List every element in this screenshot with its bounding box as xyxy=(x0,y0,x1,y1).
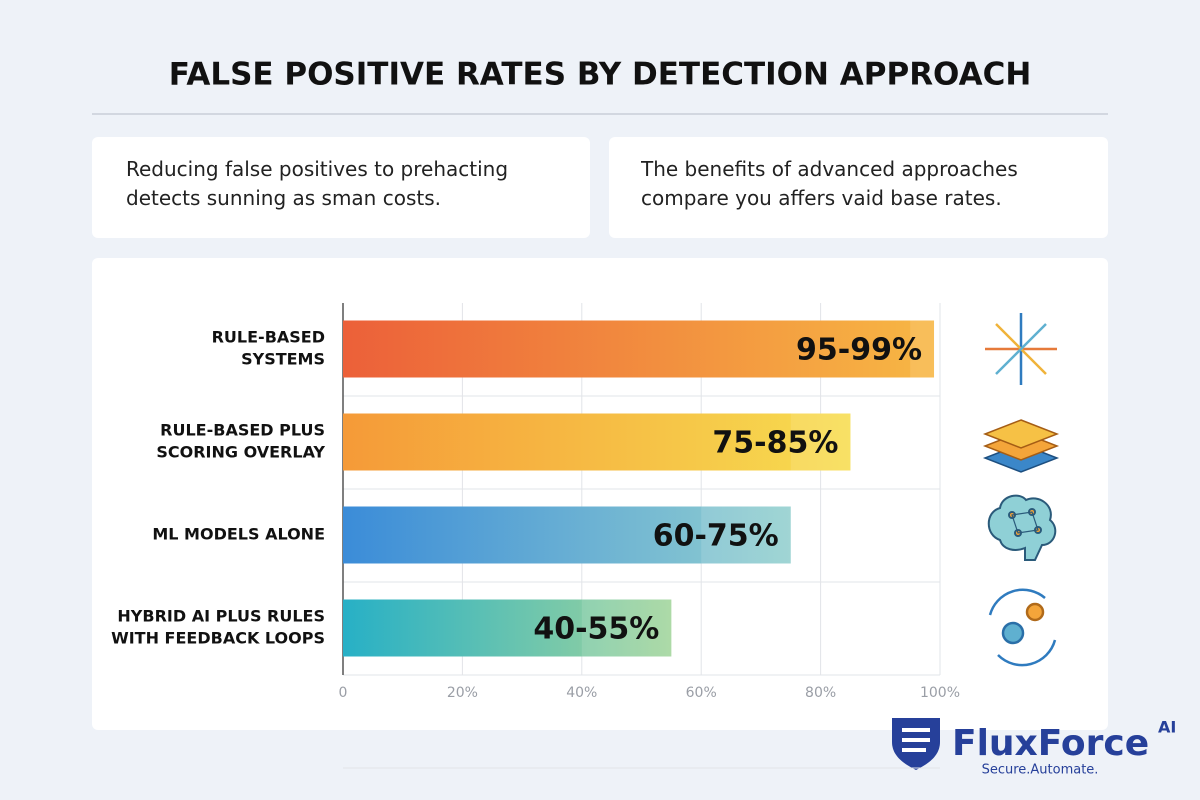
range-band xyxy=(790,413,851,471)
x-tick-label: 0 xyxy=(339,685,348,701)
icon-burst xyxy=(985,313,1057,385)
x-tick-label: 100% xyxy=(920,685,960,701)
title: FALSE POSITIVE RATES BY DETECTION APPROA… xyxy=(169,57,1032,93)
value-label: 95-99% xyxy=(796,333,922,368)
value-label: 40-55% xyxy=(533,612,659,647)
logo-tagline: Secure.Automate. xyxy=(982,763,1099,778)
logo: FluxForce AI Secure.Automate. xyxy=(892,718,1176,778)
bar xyxy=(343,599,672,657)
category-label: HYBRID AI PLUS RULES xyxy=(117,607,325,626)
value-label: 60-75% xyxy=(653,519,779,554)
card xyxy=(92,137,590,238)
card-text: The benefits of advanced approaches comp… xyxy=(641,157,1018,210)
bar xyxy=(343,320,935,378)
range-band xyxy=(581,599,672,657)
x-tick-label: 40% xyxy=(566,685,597,701)
bar xyxy=(343,413,851,471)
card-text-box: The benefits of advanced approaches comp… xyxy=(641,157,1018,210)
card xyxy=(609,137,1108,238)
card-text-box: Reducing false positives to prehacting d… xyxy=(126,157,509,210)
category-label: RULE-BASED xyxy=(212,328,325,347)
category-label: ML MODELS ALONE xyxy=(152,525,325,544)
card-text: Reducing false positives to prehacting d… xyxy=(126,157,509,210)
category-label: WITH FEEDBACK LOOPS xyxy=(111,629,325,648)
x-tick-label: 60% xyxy=(686,685,717,701)
icon-layers xyxy=(982,419,1060,473)
x-tick-label: 80% xyxy=(805,685,836,701)
logo-superscript: AI xyxy=(1158,718,1176,737)
icon-brain xyxy=(987,494,1057,561)
x-tick-label: 20% xyxy=(447,685,478,701)
bar xyxy=(343,506,791,564)
category-label: SCORING OVERLAY xyxy=(156,443,325,462)
category-label: SYSTEMS xyxy=(241,350,325,369)
logo-name: FluxForce xyxy=(952,723,1149,764)
range-band xyxy=(910,320,935,378)
category-label: RULE-BASED PLUS xyxy=(160,421,325,440)
icon-gears xyxy=(988,588,1057,667)
value-label: 75-85% xyxy=(712,426,838,461)
range-band xyxy=(701,506,791,564)
